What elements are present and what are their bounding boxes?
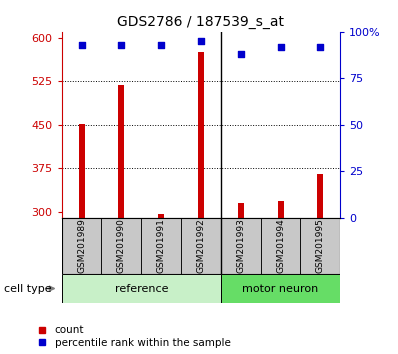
Text: GSM201989: GSM201989 <box>77 218 86 274</box>
Text: GSM201995: GSM201995 <box>316 218 325 274</box>
Text: reference: reference <box>115 284 168 293</box>
Point <box>158 42 164 48</box>
Bar <box>62 274 221 303</box>
Bar <box>158 214 164 218</box>
Point <box>317 44 324 50</box>
Legend: count, percentile rank within the sample: count, percentile rank within the sample <box>37 324 232 349</box>
Bar <box>261 218 300 274</box>
Bar <box>238 203 244 218</box>
Text: GSM201990: GSM201990 <box>117 218 126 274</box>
Bar <box>119 85 124 218</box>
Point <box>118 42 125 48</box>
Bar <box>62 218 101 274</box>
Point <box>238 51 244 57</box>
Text: GSM201993: GSM201993 <box>236 218 245 274</box>
Bar <box>181 218 221 274</box>
Bar <box>318 174 324 218</box>
Bar <box>198 52 204 218</box>
Text: motor neuron: motor neuron <box>242 284 319 293</box>
Bar <box>300 218 340 274</box>
Point <box>277 44 284 50</box>
Bar <box>221 218 261 274</box>
Text: GSM201994: GSM201994 <box>276 219 285 273</box>
Text: GSM201991: GSM201991 <box>157 218 166 274</box>
Bar <box>79 124 85 218</box>
Bar <box>101 218 141 274</box>
Text: cell type: cell type <box>4 284 52 293</box>
Point <box>78 42 85 48</box>
Title: GDS2786 / 187539_s_at: GDS2786 / 187539_s_at <box>117 16 285 29</box>
Bar <box>141 218 181 274</box>
Point <box>198 38 204 44</box>
Bar <box>221 274 340 303</box>
Bar <box>278 201 284 218</box>
Text: GSM201992: GSM201992 <box>197 219 205 273</box>
